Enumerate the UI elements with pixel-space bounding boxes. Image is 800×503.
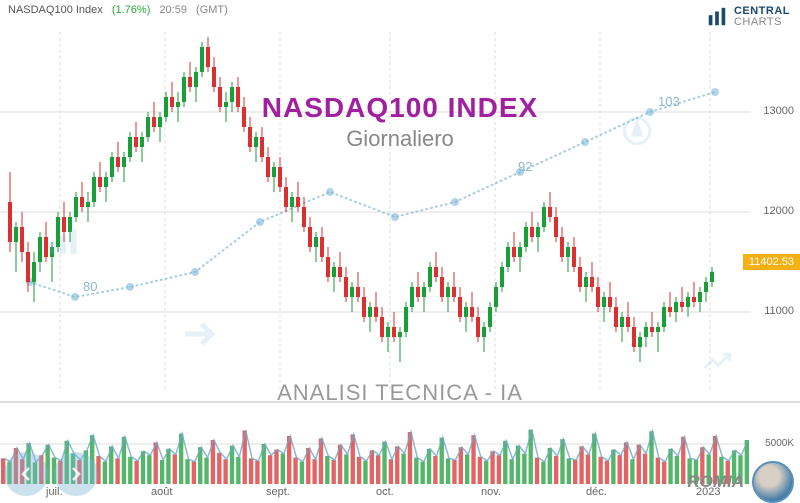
nav-next-button[interactable] [54,452,98,496]
svg-text:80: 80 [83,279,97,294]
title-main: NASDAQ100 INDEX [262,92,538,124]
x-tick-label: août [151,486,172,498]
vol-tick-label: 5000K [765,438,794,449]
avatar-icon[interactable] [752,461,794,503]
current-price-tag: 11402.53 [743,254,800,270]
y-tick-label: 12000 [763,205,794,217]
y-tick-label: 13000 [763,105,794,117]
volume-chart[interactable] [0,412,800,502]
x-tick-label: sept. [266,486,290,498]
bottom-bar: ROMIA [687,464,800,500]
chart-title: NASDAQ100 INDEX Giornaliero [262,92,538,152]
title-sub: Giornaliero [262,126,538,152]
compass-icon [620,114,654,148]
y-tick-label: 11000 [764,305,794,317]
svg-text:103: 103 [658,94,680,109]
pct-change: (1.76%) [112,4,151,16]
nav-prev-button[interactable] [4,452,48,496]
tech-analysis-label: ANALISI TECNICA - IA [277,380,523,406]
price-chart[interactable]: 80 92 103 [0,22,800,412]
x-tick-label: nov. [481,486,501,498]
chart-area: NASDAQ100 INDEX Giornaliero ANALISI TECN… [0,22,800,500]
svg-text:92: 92 [518,159,532,174]
wave-icon [700,344,734,378]
time: 20:59 [159,4,187,16]
x-tick-label: déc. [586,486,607,498]
chart-icon [45,224,81,260]
header-info: NASDAQ100 Index (1.76%) 20:59 (GMT) [8,4,228,16]
brand-label: ROMIA [687,472,744,492]
x-tick-label: oct. [376,486,394,498]
tz: (GMT) [196,4,228,16]
symbol-name: NASDAQ100 Index [8,4,103,16]
arrow-icon [180,314,220,354]
